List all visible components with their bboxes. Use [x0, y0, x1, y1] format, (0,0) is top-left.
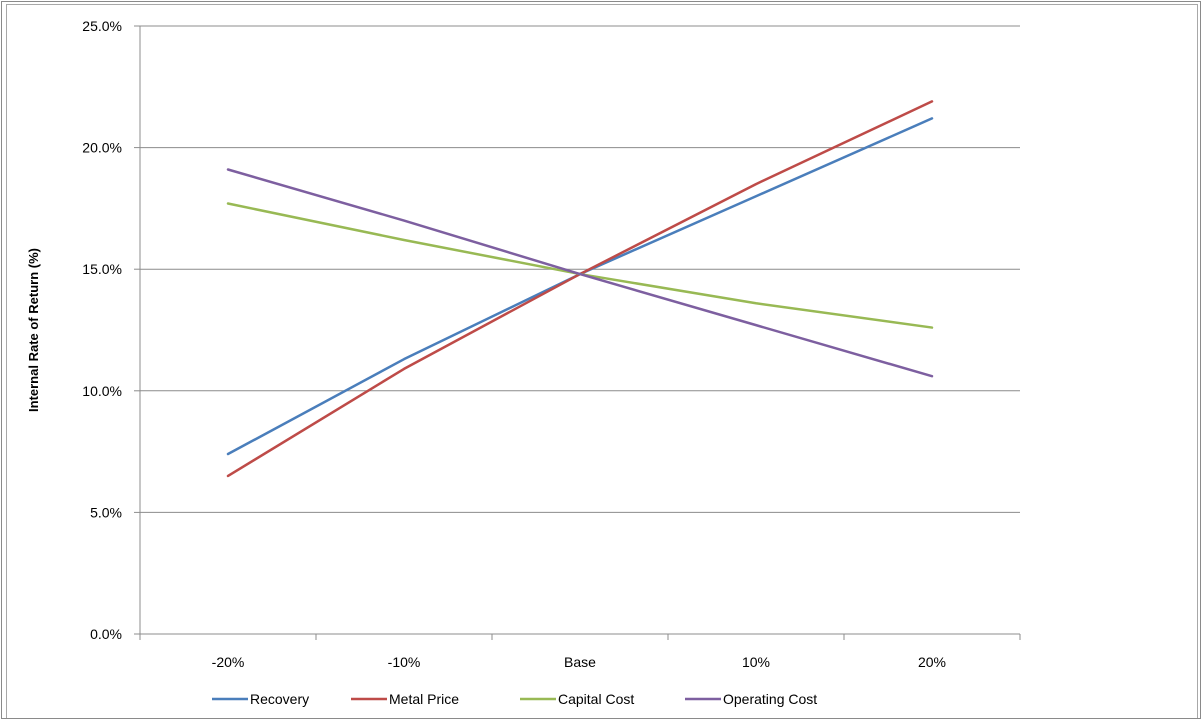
- legend-label-recovery: Recovery: [250, 691, 309, 707]
- legend-label-metal-price: Metal Price: [389, 691, 459, 707]
- legend-label-capital-cost: Capital Cost: [558, 691, 634, 707]
- series-line-operating-cost: [226, 168, 934, 378]
- x-tick-label-0: -20%: [212, 654, 245, 670]
- y-axis-title: Internal Rate of Return (%): [26, 248, 41, 412]
- y-tick-label-0: 0.0%: [90, 626, 122, 642]
- y-tick-label-4: 20.0%: [82, 140, 122, 156]
- y-tick-label-3: 15.0%: [82, 261, 122, 277]
- legend-label-operating-cost: Operating Cost: [723, 691, 817, 707]
- x-tick-label-3: 10%: [742, 654, 770, 670]
- series-line-capital-cost: [226, 202, 934, 329]
- x-tick-label-1: -10%: [388, 654, 421, 670]
- series-lines: [226, 100, 934, 478]
- legend: Recovery Metal Price Capital Cost Operating…: [212, 691, 817, 707]
- chart-inner-border: [6, 4, 1198, 718]
- x-tick-label-2: Base: [564, 654, 596, 670]
- gridlines: [134, 25, 1020, 635]
- x-tick-labels: -20% -10% Base 10% 20%: [212, 654, 946, 670]
- y-tick-label-5: 25.0%: [82, 18, 122, 34]
- y-tick-label-2: 10.0%: [82, 383, 122, 399]
- series-line-metal-price: [226, 100, 934, 478]
- axes: [139, 26, 1021, 640]
- y-tick-label-1: 5.0%: [90, 504, 122, 520]
- x-tick-label-4: 20%: [918, 654, 946, 670]
- series-line-recovery: [226, 117, 934, 456]
- y-tick-labels: 0.0% 5.0% 10.0% 15.0% 20.0% 25.0%: [82, 18, 122, 642]
